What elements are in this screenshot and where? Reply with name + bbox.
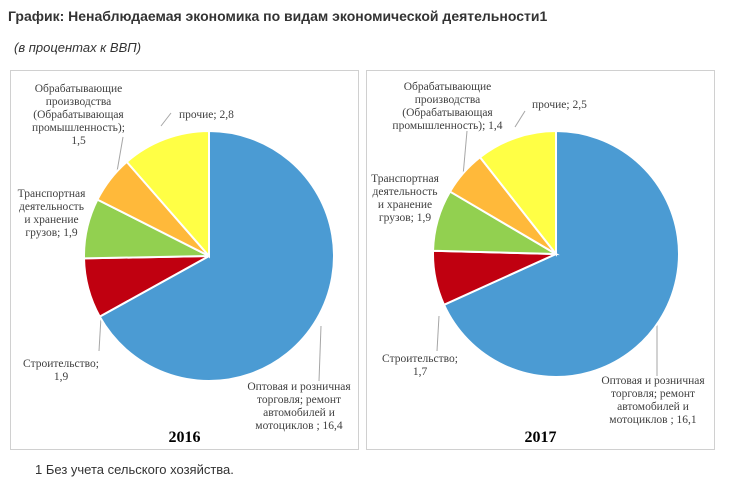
label-transport: Транспортная деятельность и хранение гру…	[17, 188, 86, 239]
subtitle: (в процентах к ВВП)	[14, 40, 142, 55]
label-construction: Строительство; 1,9	[23, 358, 99, 383]
label-other: прочие; 2,8	[179, 109, 234, 121]
label-trade: Оптовая и розничная торговля; ремонт авт…	[601, 375, 705, 426]
pie-slice-5	[125, 129, 210, 259]
label-transport: Транспортная деятельность и хранение гру…	[371, 173, 439, 224]
chart-year: 2017	[524, 429, 557, 446]
label-other: прочие; 2,5	[532, 99, 587, 111]
page-title: График: Ненаблюдаемая экономика по видам…	[8, 8, 548, 24]
label-manufacturing: Обрабатывающие производства (Обрабатываю…	[392, 81, 503, 132]
pie-slice-1	[442, 129, 680, 378]
footnote: 1 Без учета сельского хозяйства.	[35, 462, 234, 477]
label-trade: Оптовая и розничная торговля; ремонт авт…	[247, 381, 351, 432]
pie-slice-1	[98, 129, 335, 382]
chart-2016: Обрабатывающие производства (Обрабатываю…	[10, 70, 359, 450]
label-construction: Строительство; 1,7	[382, 353, 458, 378]
label-manufacturing: Обрабатывающие производства (Обрабатываю…	[32, 83, 125, 147]
pie-svg	[432, 110, 680, 378]
chart-2017: Обрабатывающие производства (Обрабатываю…	[366, 70, 715, 450]
chart-year: 2016	[168, 429, 201, 446]
pie-svg	[83, 112, 335, 382]
pie-slice-5	[478, 129, 557, 257]
